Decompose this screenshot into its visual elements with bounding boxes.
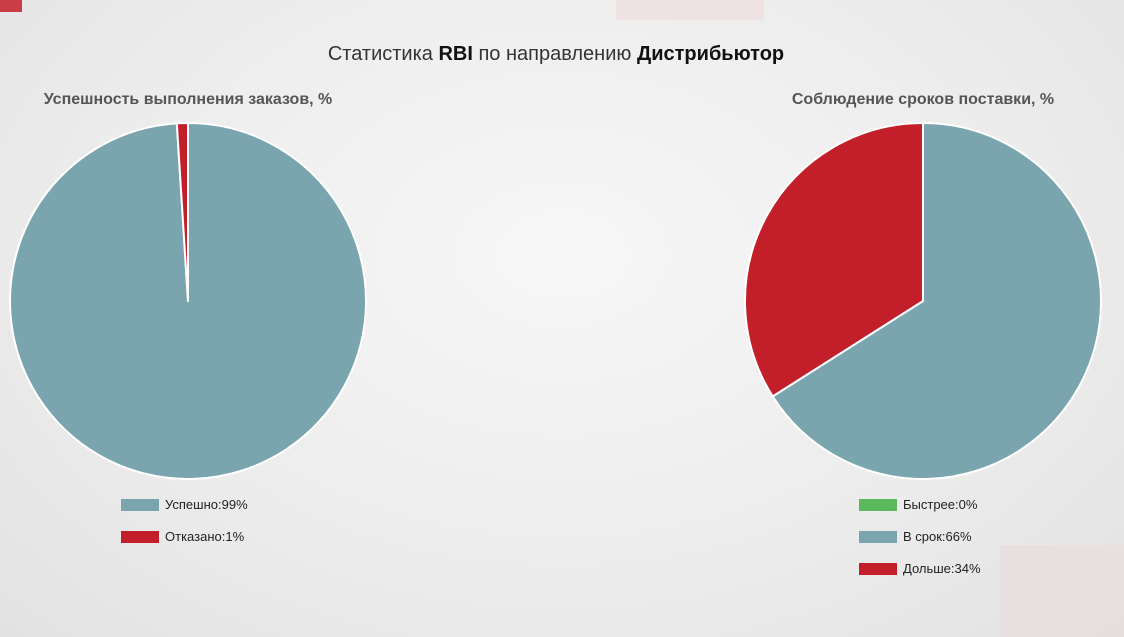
legend-label-rejected: Отказано:1% <box>165 529 245 544</box>
title-direction: Дистрибьютор <box>636 43 785 65</box>
legend-swatch-on-time <box>859 531 897 543</box>
title-metric: RBI <box>438 43 473 65</box>
legend-swatch-rejected <box>121 531 159 543</box>
delivery-terms-pie-chart <box>744 122 1102 480</box>
chart-title-order-success: Успешность выполнения заказов, % <box>43 91 333 108</box>
legend-label-success: Успешно:99% <box>165 497 248 512</box>
legend-swatch-success <box>121 499 159 511</box>
background-button <box>616 0 764 20</box>
background-logo <box>0 0 22 12</box>
order-success-slice-0[interactable] <box>9 122 367 480</box>
legend-label-longer: Дольше:34% <box>903 561 981 576</box>
delivery-terms-slice-1[interactable] <box>771 122 1102 480</box>
order-success-pie-chart <box>9 122 367 480</box>
order-success-slice-1[interactable] <box>175 122 189 302</box>
legend-swatch-longer <box>859 563 897 575</box>
chart-title-delivery-terms: Соблюдение сроков поставки, % <box>791 91 1055 108</box>
legend-swatch-faster <box>859 499 897 511</box>
title-middle: по направлению <box>478 43 632 65</box>
legend-label-on-time: В срок:66% <box>903 529 972 544</box>
delivery-terms-slice-2[interactable] <box>744 122 924 398</box>
title-prefix: Статистика <box>327 43 433 65</box>
legend-label-faster: Быстрее:0% <box>903 497 978 512</box>
page-title: Статистика RBI по направлению Дистрибьют… <box>0 43 1112 66</box>
background-banner <box>1000 545 1124 637</box>
